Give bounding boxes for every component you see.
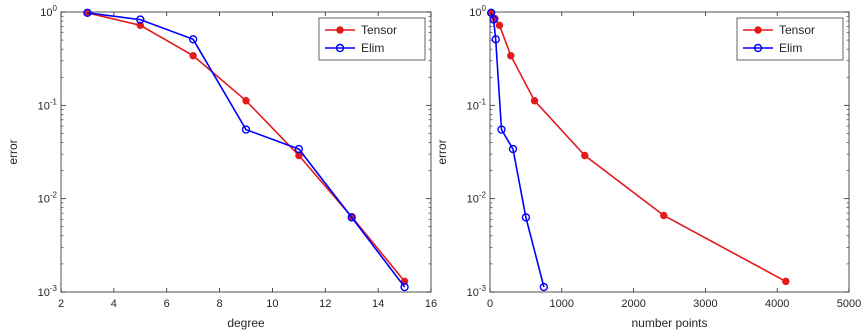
chart-1: 2 4 6 8 10 12 14 16 10-3 10-2 10-1 100 degree error Te…: [6, 4, 437, 330]
x-tick-label: 0: [487, 298, 493, 310]
data-point-tensor: [189, 52, 197, 60]
series-line-elim: [87, 12, 406, 288]
data-point-elim: [497, 125, 506, 134]
x-tick-label: 8: [217, 298, 223, 310]
data-point-tensor: [295, 151, 303, 160]
data-point-tensor: [242, 97, 250, 105]
data-point-elim: [491, 35, 500, 44]
data-point-elim: [489, 15, 498, 24]
x-tick-label: 10: [266, 298, 278, 310]
x-tick-label: 4: [111, 298, 117, 310]
legend: Tensor Elim: [318, 17, 426, 61]
x-tick-label: 5000: [837, 298, 861, 310]
legend-marker-elim: [335, 43, 345, 53]
data-point-elim: [539, 282, 549, 292]
y-tick-label: 10-2: [38, 191, 58, 206]
series-line-elim: [490, 12, 545, 288]
data-point-tensor: [530, 97, 539, 105]
x-tick-label: 12: [319, 298, 331, 310]
data-point-elim: [347, 213, 356, 222]
data-point-tensor: [660, 211, 668, 220]
chart-2: 0 1000 2000 3000 4000 5000 10-3 10-2 10-1 100 numb…: [435, 4, 861, 330]
x-axis-label: number points: [631, 316, 707, 330]
data-point-elim: [136, 15, 145, 24]
y-tick-label: 10-1: [467, 97, 487, 112]
x-tick-label: 2000: [621, 298, 645, 310]
x-tick-label: 1000: [550, 298, 574, 310]
legend-marker-elim: [753, 43, 763, 53]
y-tick-label: 10-3: [38, 284, 58, 299]
y-tick-label: 10-1: [38, 97, 58, 112]
legend-label-tensor: Tensor: [779, 23, 815, 37]
data-point-tensor: [581, 151, 589, 160]
x-tick-label: 3000: [693, 298, 717, 310]
x-tick-label: 4000: [765, 298, 789, 310]
x-tick-label: 2: [58, 298, 64, 310]
data-point-elim: [188, 35, 198, 44]
y-tick-label: 100: [469, 4, 486, 19]
legend-label-elim: Elim: [361, 41, 384, 55]
plot-area-frame: [489, 11, 850, 293]
data-point-elim: [521, 213, 531, 222]
data-point-tensor: [782, 277, 790, 286]
x-axis-label: degree: [227, 316, 265, 330]
data-point-elim: [508, 144, 518, 154]
plot-area-frame: [60, 11, 432, 293]
data-point-tensor: [495, 21, 504, 30]
data-point-tensor: [136, 21, 144, 30]
y-tick-label: 100: [40, 4, 57, 19]
data-point-elim: [400, 282, 409, 292]
legend-label-elim: Elim: [779, 41, 802, 55]
x-tick-label: 16: [425, 298, 437, 310]
y-tick-label: 10-3: [467, 284, 487, 299]
data-point-elim: [294, 144, 304, 154]
x-tick-label: 6: [164, 298, 170, 310]
legend-label-tensor: Tensor: [361, 23, 397, 37]
data-point-elim: [241, 125, 251, 134]
data-point-tensor: [507, 52, 515, 60]
series-elim: [83, 8, 409, 292]
legend-box: [736, 17, 844, 61]
data-point-tensor: [400, 277, 409, 286]
y-axis-label: error: [435, 139, 449, 164]
data-point-elim: [83, 8, 92, 18]
legend-marker-tensor: [336, 26, 344, 34]
legend: Tensor Elim: [736, 17, 844, 61]
legend-box: [318, 17, 426, 61]
y-tick-label: 10-2: [467, 191, 487, 206]
x-tick-label: 14: [372, 298, 384, 310]
y-axis-label: error: [6, 139, 20, 164]
legend-marker-tensor: [754, 26, 762, 34]
series-elim: [486, 8, 549, 292]
